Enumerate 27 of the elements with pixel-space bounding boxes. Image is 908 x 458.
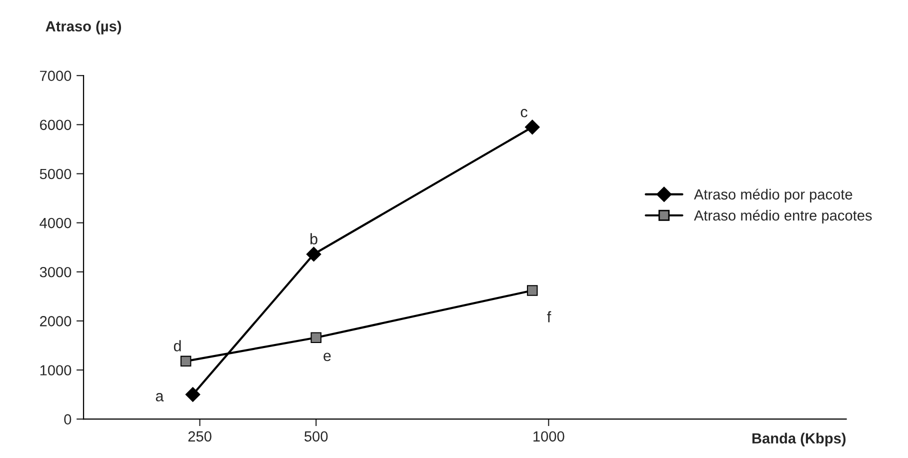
point	[185, 387, 200, 402]
y-tick-label: 0	[64, 414, 72, 424]
y-tick-label: 3000	[40, 266, 72, 278]
y-axis-title: Atraso (µs)	[46, 20, 122, 34]
x-axis-title: Banda (Kbps)	[752, 432, 846, 446]
y-tick-label: 4000	[40, 218, 72, 228]
y-tick-label: 2000	[40, 316, 72, 326]
annotation: d	[174, 340, 181, 352]
annotation: e	[324, 352, 331, 362]
legend-label: Atraso médio por pacote	[694, 188, 852, 202]
annotation: a	[156, 393, 164, 402]
x-tick-label: 250	[188, 431, 212, 442]
legend-label: Atraso médio entre pacotes	[694, 210, 872, 224]
y-tick-label: 5000	[40, 168, 72, 180]
point	[180, 356, 192, 367]
point	[306, 246, 322, 262]
y-tick-label: 7000	[40, 70, 72, 81]
point	[310, 332, 322, 343]
annotation: f	[547, 311, 552, 322]
point	[524, 120, 540, 134]
x-tick-label: 1000	[534, 431, 564, 442]
y-tick-label: 6000	[40, 120, 72, 130]
y-tick-label: 1000	[40, 365, 72, 376]
annotation: c	[520, 108, 528, 118]
annotation: b	[310, 233, 318, 244]
x-tick-label: 500	[304, 431, 328, 442]
point	[526, 285, 538, 296]
